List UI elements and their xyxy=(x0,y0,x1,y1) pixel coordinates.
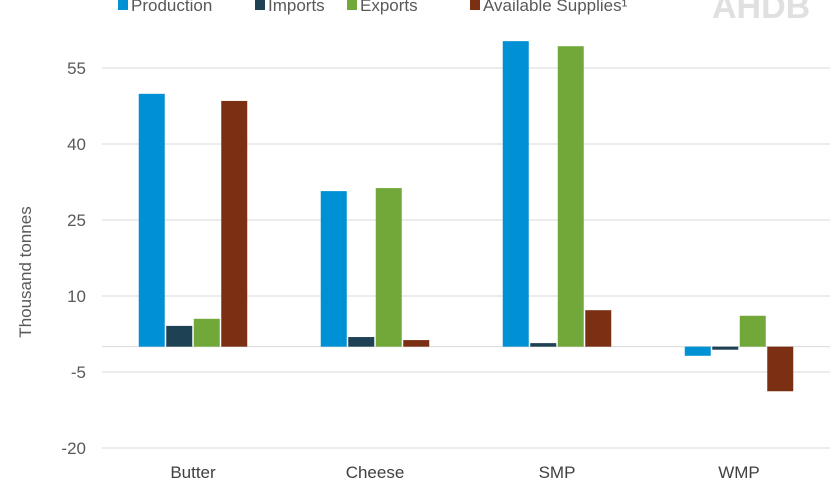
legend-swatch xyxy=(470,0,480,10)
x-tick-label: Butter xyxy=(170,463,216,480)
bar-butter-imports xyxy=(166,325,193,347)
legend-label: Production xyxy=(131,0,212,15)
y-tick-label: -20 xyxy=(61,439,86,458)
x-tick-label: Cheese xyxy=(346,463,405,480)
bar-smp-available-supplies xyxy=(585,310,612,347)
legend-swatch xyxy=(255,0,265,10)
bar-butter-production xyxy=(138,93,165,347)
y-tick-label: 10 xyxy=(67,287,86,306)
y-tick-label: -5 xyxy=(71,363,86,382)
x-tick-label: WMP xyxy=(718,463,760,480)
bar-cheese-production xyxy=(320,191,347,347)
x-tick-label: SMP xyxy=(539,463,576,480)
bar-butter-available-supplies xyxy=(221,100,248,347)
legend-swatch xyxy=(347,0,357,10)
y-tick-label: 25 xyxy=(67,211,86,230)
bar-butter-exports xyxy=(193,318,220,347)
legend-label: Exports xyxy=(360,0,418,15)
y-tick-label: 55 xyxy=(67,59,86,78)
legend-label: Available Supplies¹ xyxy=(483,0,628,15)
ahdb-logo: AHDB xyxy=(712,0,810,26)
bar-wmp-available-supplies xyxy=(767,346,794,392)
bar-smp-production xyxy=(502,41,529,347)
bar-smp-imports xyxy=(530,343,557,347)
y-tick-label: 40 xyxy=(67,135,86,154)
bar-wmp-imports xyxy=(712,346,739,350)
bar-cheese-exports xyxy=(375,188,402,347)
bar-wmp-production xyxy=(684,346,711,356)
bar-smp-exports xyxy=(557,46,584,347)
bar-cheese-imports xyxy=(348,337,375,347)
legend-swatch xyxy=(118,0,128,10)
y-axis-label: Thousand tonnes xyxy=(16,206,35,337)
bar-cheese-available-supplies xyxy=(403,340,430,347)
bar-wmp-exports xyxy=(739,315,766,347)
legend-label: Imports xyxy=(268,0,325,15)
